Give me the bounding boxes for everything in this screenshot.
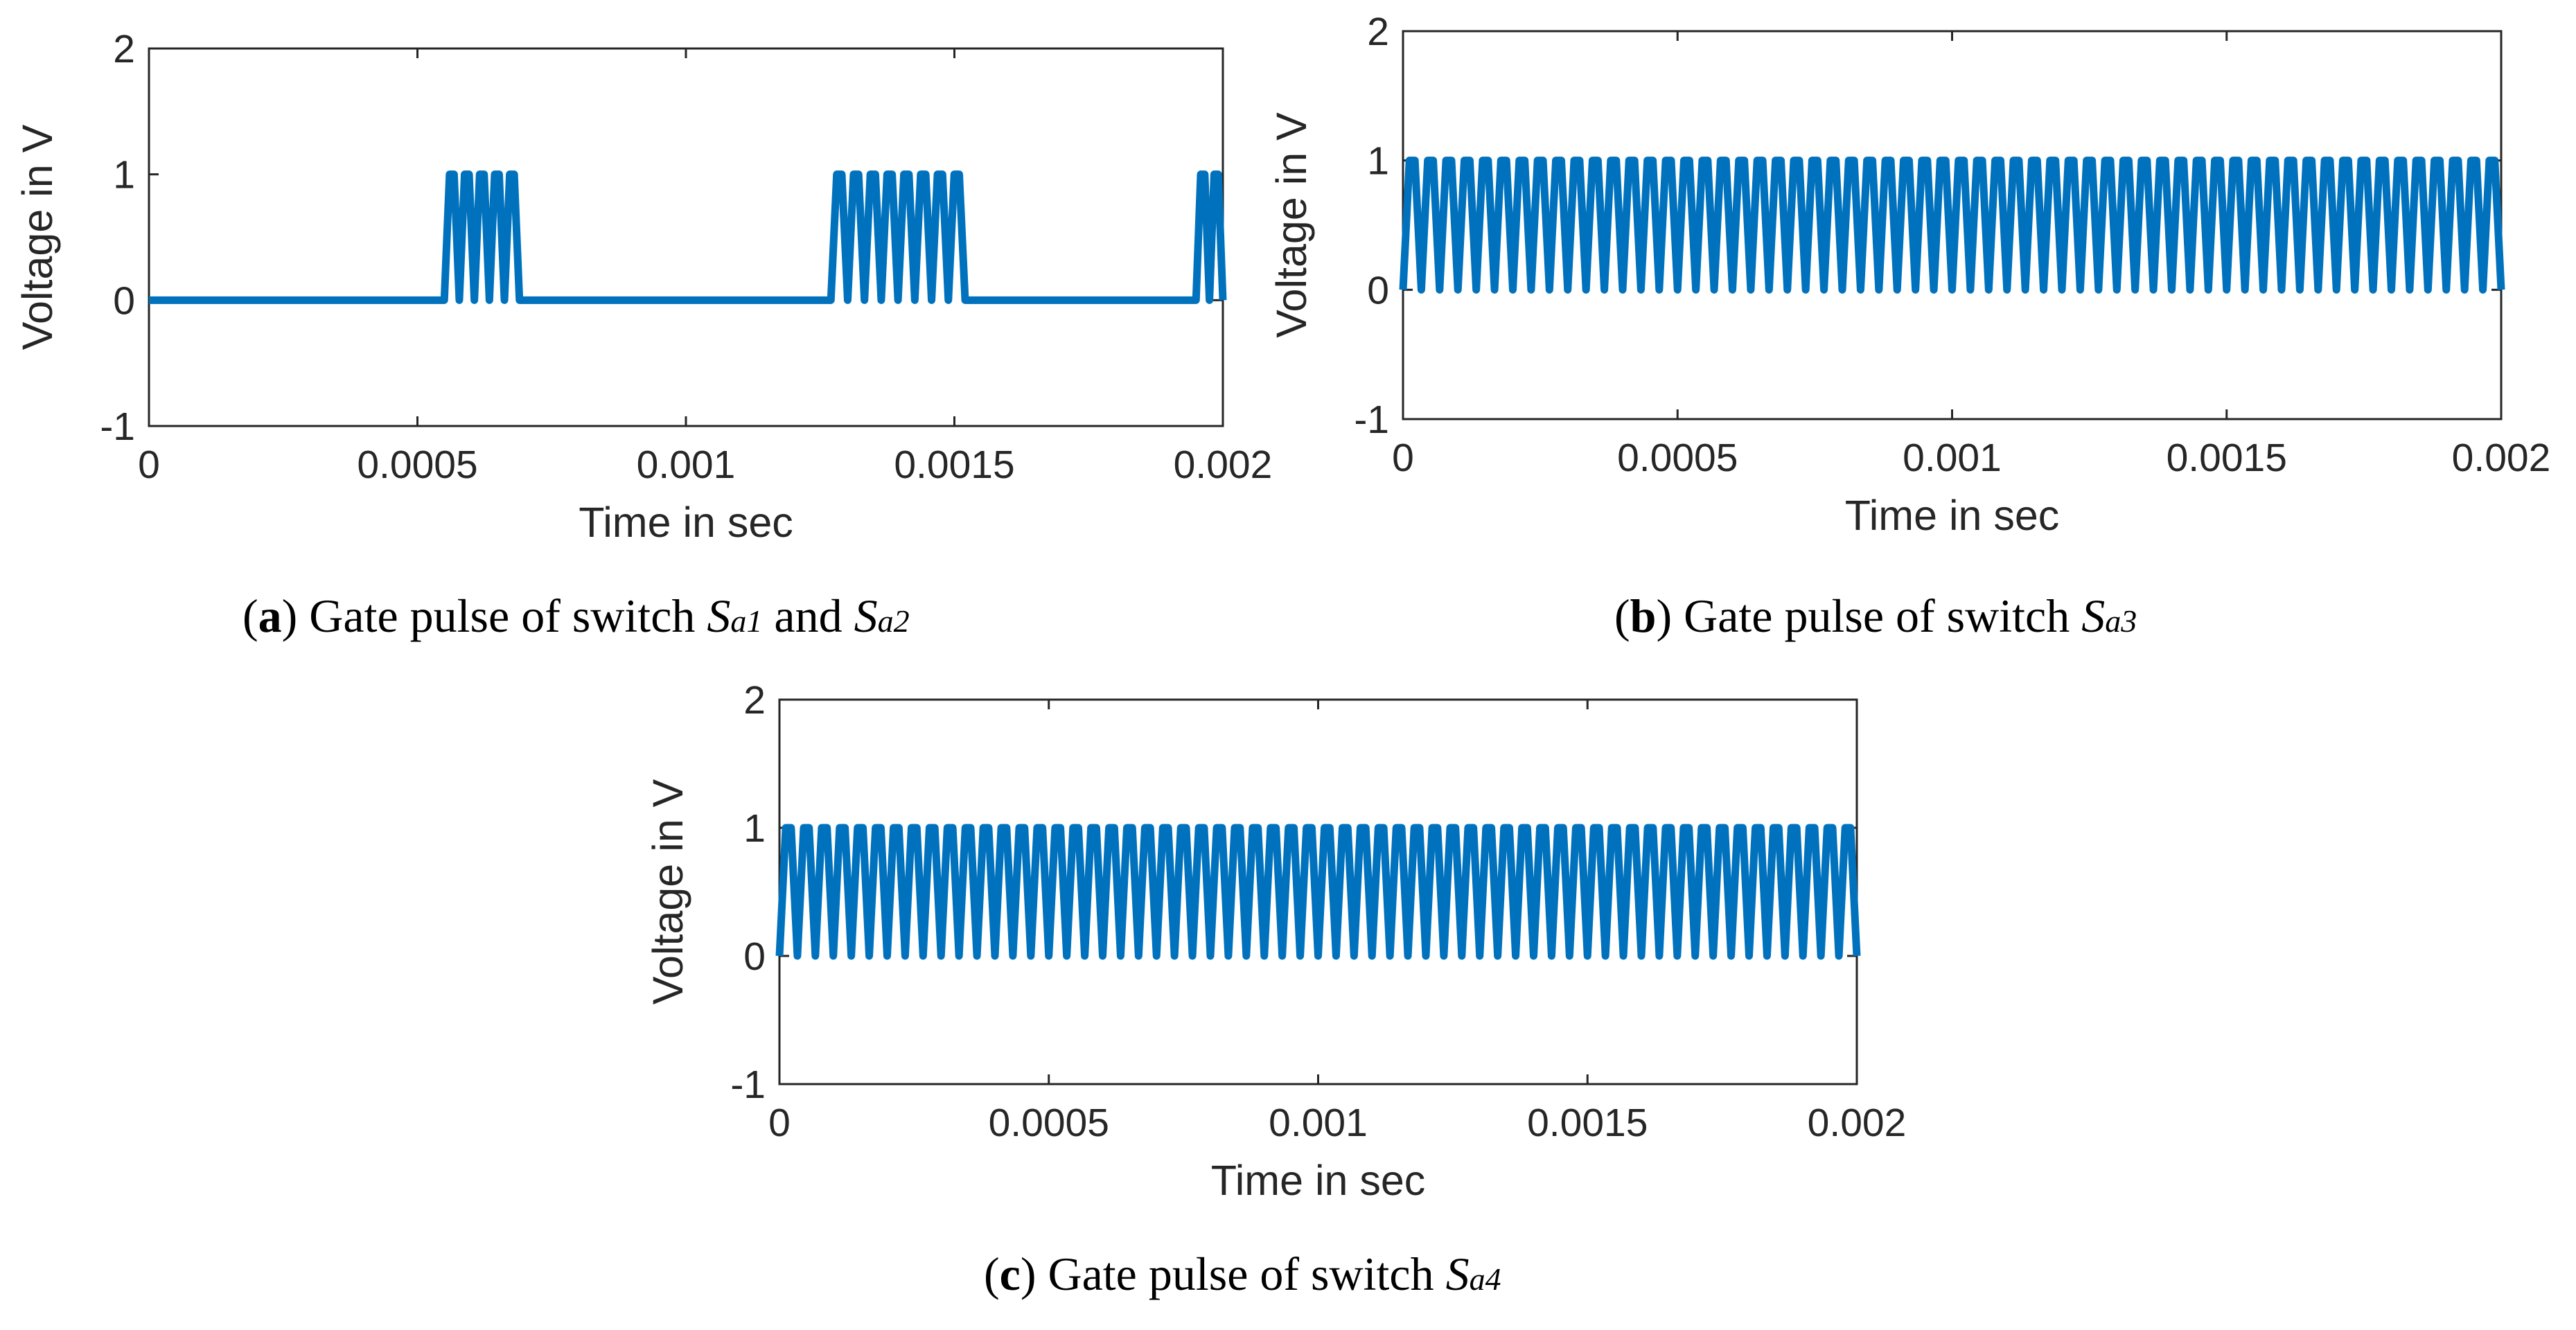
x-tick-label: 0 (138, 443, 160, 487)
chart-c: 0 0.0005 0.001 0.0015 0.002 -1 0 1 2 Time in sec V… (634, 678, 1907, 1216)
y-tick-label: -1 (100, 405, 135, 449)
y-tick-label: 2 (1367, 10, 1389, 54)
signal-trace (149, 170, 1227, 304)
x-tick-label: 0 (768, 1101, 791, 1145)
caption-open-paren: ( (242, 589, 258, 642)
y-tick-label: 1 (743, 806, 766, 851)
caption-letter: a (258, 589, 282, 642)
y-tick-label: -1 (730, 1063, 766, 1107)
x-tick-label: 0.002 (1808, 1101, 1907, 1145)
signal-trace (775, 824, 1861, 960)
caption-switch-subscript: a1 (730, 603, 763, 639)
y-tick-label: 2 (113, 27, 135, 71)
caption-switch-subscript: a4 (1469, 1261, 1501, 1297)
chart-b: 0 0.0005 0.001 0.0015 0.002 -1 0 1 2 Time in sec V… (1258, 10, 2550, 551)
signal-trace (1399, 157, 2505, 294)
x-tick-label: 0.0005 (357, 443, 477, 487)
y-tick-label: 0 (1367, 268, 1389, 312)
plot-area (148, 47, 1224, 427)
x-tick-label: 0.0015 (894, 443, 1014, 487)
x-axis-label: Time in sec (1845, 492, 2060, 539)
y-axis-label: Voltage in V (644, 779, 691, 1004)
caption-text: ) Gate pulse of switch (1020, 1248, 1446, 1300)
x-axis-label: Time in sec (579, 499, 793, 546)
x-tick-label: 0.002 (2452, 436, 2551, 480)
y-tick-label: 2 (743, 678, 766, 722)
y-axis-label: Voltage in V (1268, 112, 1315, 338)
x-tick-label: 0.0005 (1617, 436, 1738, 480)
chart-a: 0 0.0005 0.001 0.0015 0.002 -1 0 1 2 Time in sec V… (3, 27, 1273, 558)
caption-b: (b) Gate pulse of switch Sa3 (1614, 589, 2137, 644)
x-tick-label: 0.001 (1903, 436, 2002, 480)
caption-c: (c) Gate pulse of switch Sa4 (984, 1247, 1501, 1302)
caption-letter: c (999, 1248, 1021, 1300)
x-tick-label: 0.002 (1174, 443, 1273, 487)
x-tick-label: 0.001 (637, 443, 736, 487)
y-tick-label: 1 (113, 153, 135, 197)
y-tick-label: 1 (1367, 139, 1389, 184)
x-tick-label: 0.0015 (2167, 436, 2287, 480)
x-tick-label: 0.001 (1269, 1101, 1368, 1145)
y-tick-label: 0 (743, 934, 766, 979)
caption-switch-symbol: S (707, 589, 731, 642)
caption-switch-symbol: S (1445, 1248, 1470, 1300)
caption-switch-symbol: S (2081, 589, 2106, 642)
caption-conjunction: and (762, 589, 854, 642)
x-tick-label: 0.0015 (1527, 1101, 1648, 1145)
y-tick-label: 0 (113, 278, 135, 323)
y-axis-label: Voltage in V (14, 124, 61, 350)
y-tick-label: -1 (1354, 398, 1389, 442)
caption-open-paren: ( (1614, 589, 1630, 642)
x-axis-label: Time in sec (1211, 1157, 1426, 1204)
caption-open-paren: ( (984, 1248, 1000, 1300)
x-tick-label: 0 (1392, 436, 1414, 480)
caption-switch-symbol: S (854, 589, 878, 642)
caption-switch-subscript: a2 (877, 603, 910, 639)
caption-switch-subscript: a3 (2105, 603, 2137, 639)
caption-letter: b (1630, 589, 1657, 642)
caption-text: ) Gate pulse of switch (281, 589, 707, 642)
caption-text: ) Gate pulse of switch (1656, 589, 2082, 642)
caption-a: (a) Gate pulse of switch Sa1 and Sa2 (242, 589, 910, 644)
x-tick-label: 0.0005 (989, 1101, 1109, 1145)
